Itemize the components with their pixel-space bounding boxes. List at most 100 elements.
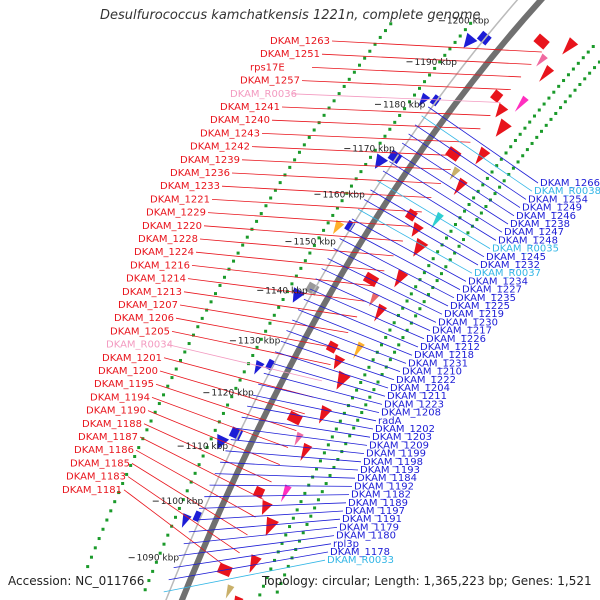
- gene-feature: [280, 484, 292, 503]
- gene-feature: [304, 281, 320, 296]
- gc-dot: [518, 132, 522, 136]
- gc-dot: [318, 459, 322, 463]
- gc-dot: [439, 272, 443, 276]
- right-gene-label: DKAM_1218: [414, 350, 474, 361]
- gc-dot: [509, 145, 513, 149]
- gc-dot: [373, 148, 377, 152]
- leader-line: [173, 543, 332, 569]
- gc-dot: [521, 154, 525, 158]
- gc-dot: [179, 358, 183, 362]
- right-gene-label: DKAM_R0033: [327, 555, 394, 566]
- label-leader-lines: [123, 40, 542, 593]
- gc-dot: [405, 328, 409, 332]
- leader-line: [389, 161, 503, 233]
- gc-dot: [213, 428, 217, 432]
- gc-dot: [359, 380, 363, 384]
- leader-line: [143, 423, 272, 483]
- gc-dot: [435, 279, 439, 283]
- gc-dot: [205, 445, 209, 449]
- gc-dot: [513, 138, 517, 142]
- right-gene-label: DKAM_1238: [510, 219, 570, 230]
- leader-line: [214, 473, 356, 479]
- gc-dot: [368, 49, 372, 53]
- gc-dot: [268, 321, 272, 325]
- gc-dot: [324, 482, 328, 486]
- gc-dot: [200, 316, 204, 320]
- gc-dot: [272, 313, 276, 317]
- gc-dot: [571, 67, 575, 71]
- gc-dot: [299, 266, 303, 270]
- gc-dot: [495, 164, 499, 168]
- gc-dot: [273, 188, 277, 192]
- gc-dot: [89, 555, 93, 559]
- gc-dot: [448, 258, 452, 262]
- gc-dot: [583, 77, 587, 81]
- gc-dot: [530, 141, 534, 145]
- left-gene-label: DKAM_1201: [102, 353, 162, 364]
- leader-line: [188, 518, 341, 533]
- leader-line: [183, 527, 338, 545]
- leader-line: [297, 309, 413, 356]
- gc-dot: [458, 34, 462, 38]
- leader-line: [333, 248, 449, 307]
- leader-line: [195, 251, 385, 272]
- leader-line: [321, 268, 437, 323]
- left-gene-label: DKAM_1257: [240, 76, 300, 87]
- gc-dot: [363, 373, 367, 377]
- gc-dot: [149, 419, 153, 423]
- gc-dot: [294, 274, 298, 278]
- gene-feature: [294, 431, 304, 446]
- gc-dot: [113, 500, 117, 504]
- gc-dot: [205, 308, 209, 312]
- gc-dot: [283, 173, 287, 177]
- gc-dot: [340, 199, 344, 203]
- kbp-tick-label: 1180 kbp: [383, 100, 426, 110]
- gc-dot: [322, 451, 326, 455]
- gc-dot: [222, 275, 226, 279]
- gc-dot: [378, 141, 382, 145]
- gc-dot: [322, 228, 326, 232]
- gc-dot: [593, 66, 597, 70]
- right-gene-label: DKAM_1217: [432, 326, 492, 337]
- right-gene-label: DKAM_1245: [486, 252, 546, 263]
- gc-dot: [499, 157, 503, 161]
- gc-dot: [335, 206, 339, 210]
- leader-line: [364, 199, 479, 266]
- gc-dot: [281, 297, 285, 301]
- gc-dot: [275, 590, 279, 594]
- left-gene-label: DKAM_1242: [190, 142, 250, 153]
- right-gene-label: DKAM_1212: [420, 342, 480, 353]
- gc-dot: [368, 395, 372, 399]
- leader-line: [280, 340, 395, 381]
- gene-feature: [514, 95, 529, 112]
- gc-dot: [185, 489, 189, 493]
- gc-dot: [388, 328, 392, 332]
- kbp-tick-label: 1200 kbp: [447, 17, 490, 27]
- leader-line: [309, 288, 425, 340]
- gc-dot: [457, 244, 461, 248]
- gc-dot: [147, 579, 151, 583]
- gc-dot: [280, 541, 284, 545]
- gene-feature: [249, 554, 262, 574]
- leader-line: [179, 304, 349, 334]
- gc-dot: [337, 92, 341, 96]
- gc-dot: [232, 259, 236, 263]
- gc-dot: [221, 411, 225, 415]
- gene-feature: [475, 146, 491, 165]
- gc-dot: [284, 533, 288, 537]
- gc-dot: [283, 573, 287, 577]
- gc-dot: [197, 463, 201, 467]
- right-labels: DKAM_1266DKAM_R0038DKAM_1254DKAM_1249DKA…: [327, 178, 600, 566]
- left-gene-label: DKAM_1195: [94, 379, 154, 390]
- gc-dot: [562, 79, 566, 83]
- left-gene-label: DKAM_1205: [110, 326, 170, 337]
- leader-line: [225, 450, 362, 463]
- gc-dot: [109, 509, 113, 513]
- leader-line: [339, 238, 455, 299]
- gc-dot: [414, 285, 418, 289]
- gene-feature: [232, 595, 244, 600]
- gc-dot: [279, 581, 283, 585]
- gc-dot: [573, 88, 577, 92]
- leader-line: [168, 551, 329, 581]
- leader-line: [183, 291, 358, 318]
